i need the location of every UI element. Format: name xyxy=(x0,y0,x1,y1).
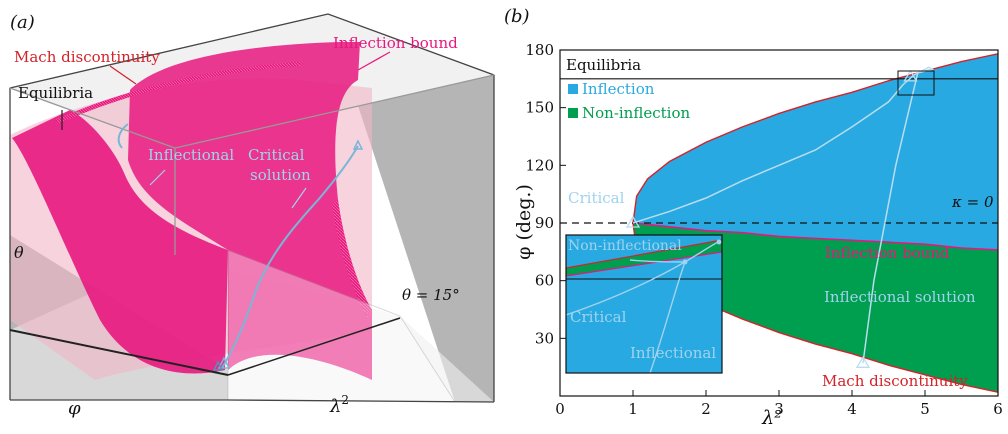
label-solution: solution xyxy=(250,166,311,184)
critical-start-marker xyxy=(352,139,364,150)
axis-label-lambda-sup: 2 xyxy=(341,393,349,407)
label-inflection-bound: Inflection bound xyxy=(333,34,458,52)
y-tick-label: 180 xyxy=(525,41,554,59)
plot-area xyxy=(560,53,998,393)
y-tick-label: 120 xyxy=(525,156,554,174)
region-inflection xyxy=(633,53,998,250)
critical-solution-path xyxy=(221,145,359,369)
arrow-inflection-bound xyxy=(357,51,391,71)
y-axis-label: φ (deg.) xyxy=(513,184,535,260)
inset-inflectional-curve xyxy=(649,261,686,374)
inset: Non-inflectional Critical Inflectional xyxy=(565,234,723,374)
y-tick-label: 60 xyxy=(535,272,554,290)
critical-end-marker xyxy=(855,356,871,368)
panel-b: (b) 0 1 2 3 4 5 6 30 60 90 120 150 180 λ² φ (deg.) E… xyxy=(500,0,1008,430)
label-inflectional: Inflectional xyxy=(148,146,234,164)
critical-top-marker xyxy=(903,69,918,82)
axis-label-lambda-base: λ xyxy=(329,396,341,417)
critical-start-marker xyxy=(625,215,641,228)
legend-title: Equilibria xyxy=(566,56,641,74)
inset-label-non-inflectional: Non-inflectional xyxy=(568,238,682,254)
inflection-surface-hatched-edge xyxy=(332,200,372,318)
zoom-box xyxy=(897,70,935,96)
x-tick-label: 1 xyxy=(628,400,638,418)
y-tick-label: 90 xyxy=(535,214,554,232)
inset-frame xyxy=(565,234,723,374)
box-wireframe xyxy=(9,13,495,403)
inflection-surface-front xyxy=(128,42,372,380)
inset-label-inflectional: Inflectional xyxy=(630,344,716,362)
legend-swatch-non-inflection xyxy=(568,108,578,118)
equilibria-curve xyxy=(117,123,129,149)
legend-label-non-inflection: Non-inflection xyxy=(582,104,690,122)
inset-mach-curve xyxy=(565,239,723,269)
y-tick-label: 30 xyxy=(535,329,554,347)
label-critical: Critical xyxy=(248,146,305,164)
x-tick-label: 4 xyxy=(847,400,857,418)
legend-swatch-inflection xyxy=(568,84,578,94)
label-equilibria: Equilibria xyxy=(18,84,93,102)
panel-a-3d-plot: (a) Mach discontinuity Inflection bound … xyxy=(8,12,496,419)
label-kappa: κ = 0 xyxy=(951,193,994,211)
arrow-mach xyxy=(109,65,137,85)
inset-noninflectional-curve xyxy=(629,259,686,263)
label-inflectional-solution: Inflectional solution xyxy=(824,288,976,306)
inset-end-point xyxy=(716,239,722,245)
inset-green-region xyxy=(566,240,722,276)
x-tick-label: 5 xyxy=(920,400,930,418)
label-mach-discontinuity-b: Mach discontinuity xyxy=(822,372,968,390)
x-axis-label: λ² xyxy=(761,407,782,429)
label-critical-b: Critical xyxy=(568,189,625,207)
x-tick-label: 0 xyxy=(555,400,565,418)
panel-a-label: (a) xyxy=(10,12,35,33)
inset-label-critical: Critical xyxy=(570,308,627,326)
critical-solution-curve xyxy=(632,66,935,364)
panel-b-label: (b) xyxy=(504,6,530,27)
x-tick-label: 6 xyxy=(993,400,1003,418)
label-inflection-bound-b: Inflection bound xyxy=(825,244,950,262)
label-mach-discontinuity: Mach discontinuity xyxy=(14,48,160,66)
inflection-surface-left xyxy=(12,110,228,374)
arrow-critical xyxy=(291,187,307,209)
y-tick-label: 150 xyxy=(525,99,554,117)
axis-label-lambda: λ2 xyxy=(329,393,349,417)
region-non-inflection xyxy=(633,223,998,393)
inflection-bound-curve xyxy=(632,222,998,251)
label-theta-eq: θ = 15° xyxy=(402,286,460,304)
x-tick-label: 3 xyxy=(774,400,784,418)
axis-label-phi: φ xyxy=(68,398,81,419)
panel-a: (a) Mach discontinuity Inflection bound … xyxy=(0,0,508,430)
inset-critical-curve xyxy=(565,240,721,316)
critical-end-marker-2 xyxy=(212,360,224,371)
x-tick-label: 2 xyxy=(701,400,711,418)
panel-b-chart: (b) 0 1 2 3 4 5 6 30 60 90 120 150 180 λ² φ (deg.) E… xyxy=(504,6,1003,429)
label-theta: θ xyxy=(14,243,24,262)
arrow-inflectional xyxy=(149,169,166,186)
critical-end-marker xyxy=(217,356,231,369)
legend-label-inflection: Inflection xyxy=(582,80,655,98)
axis-ticks: 0 1 2 3 4 5 6 30 60 90 120 150 180 xyxy=(525,41,1002,418)
inset-critical-point xyxy=(682,259,688,265)
